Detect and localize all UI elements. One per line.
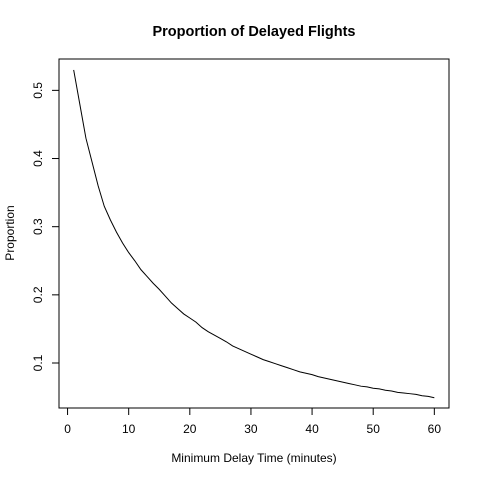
- chart-title: Proportion of Delayed Flights: [152, 24, 355, 40]
- series-line: [73, 69, 435, 399]
- x-tick-label: 30: [244, 422, 258, 436]
- y-axis-label: Proportion: [3, 205, 17, 260]
- x-axis-label: Minimum Delay Time (minutes): [171, 451, 336, 465]
- x-tick-label: 20: [183, 422, 197, 436]
- x-tick-label: 50: [367, 422, 381, 436]
- y-tick-label: 0.5: [31, 82, 45, 99]
- x-tick-label: 60: [428, 422, 442, 436]
- x-tick-label: 40: [305, 422, 319, 436]
- x-axis: 0 10 20 30 40 50 60: [64, 407, 442, 436]
- y-tick-label: 0.2: [31, 286, 45, 303]
- y-tick-label: 0.1: [31, 354, 45, 371]
- y-tick-label: 0.4: [31, 150, 45, 167]
- x-tick-label: 10: [122, 422, 136, 436]
- y-axis: 0.1 0.2 0.3 0.4 0.5: [31, 82, 60, 371]
- y-tick-label: 0.3: [31, 218, 45, 235]
- x-tick-label: 0: [64, 422, 71, 436]
